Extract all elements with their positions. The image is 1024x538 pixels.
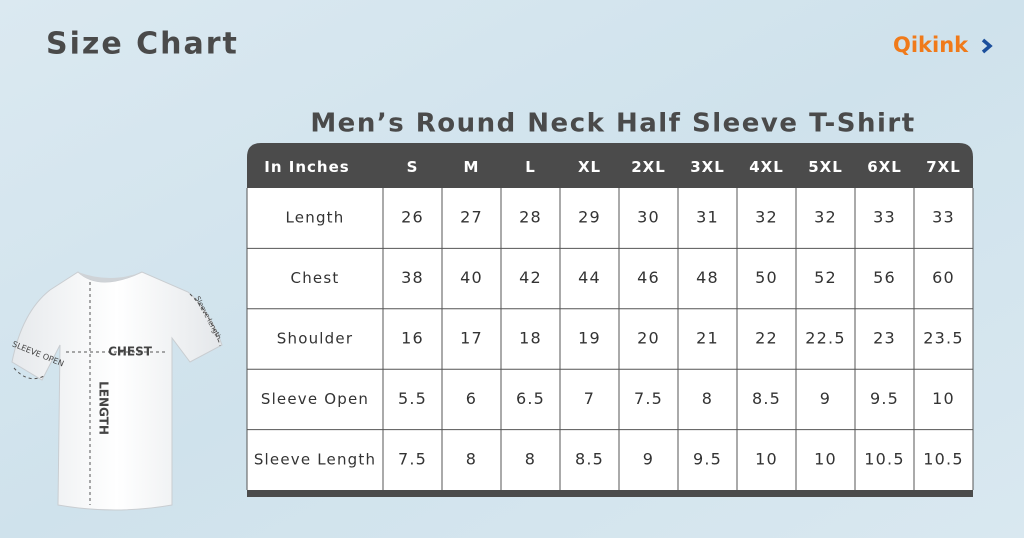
cell-value: 48 — [696, 268, 719, 287]
cell-value: 42 — [519, 268, 542, 287]
row-label: Chest — [291, 269, 340, 287]
page-title: Size Chart — [46, 27, 239, 62]
cell-value: 17 — [460, 329, 483, 348]
column-header: 4XL — [749, 158, 784, 176]
tshirt-diagram: CHEST LENGTH SLEEVE OPEN Sleeve length — [11, 271, 223, 511]
cell-value: 56 — [873, 268, 896, 287]
chest-label: CHEST — [108, 345, 153, 359]
column-header: 3XL — [690, 158, 725, 176]
logo-text: Qikink — [893, 33, 969, 57]
logo: Qikink — [893, 33, 993, 57]
column-header: 7XL — [926, 158, 961, 176]
cell-value: 9.5 — [870, 389, 899, 408]
cell-value: 28 — [519, 208, 542, 227]
cell-value: 21 — [696, 329, 719, 348]
row-label: Length — [286, 209, 345, 227]
cell-value: 10 — [755, 449, 778, 468]
row-label: Shoulder — [277, 330, 353, 348]
cell-value: 19 — [578, 329, 601, 348]
column-header: M — [464, 158, 480, 176]
cell-value: 33 — [932, 208, 955, 227]
cell-value: 8.5 — [575, 449, 604, 468]
table-title: Men’s Round Neck Half Sleeve T-Shirt — [310, 109, 915, 139]
cell-value: 20 — [637, 329, 660, 348]
column-header: 2XL — [631, 158, 666, 176]
cell-value: 10 — [814, 449, 837, 468]
column-header: XL — [578, 158, 601, 176]
cell-value: 6 — [466, 389, 477, 408]
cell-value: 9.5 — [693, 449, 722, 468]
column-header: L — [525, 158, 536, 176]
cell-value: 26 — [401, 208, 424, 227]
cell-value: 31 — [696, 208, 719, 227]
size-table: In Inches S M L XL 2XL 3XL 4XL 5XL 6XL 7XL Length 26… — [246, 143, 974, 497]
cell-value: 22 — [755, 329, 778, 348]
cell-value: 8 — [525, 449, 536, 468]
sleeve-length-line — [189, 293, 221, 347]
cell-value: 7.5 — [398, 449, 427, 468]
cell-value: 9 — [820, 389, 831, 408]
cell-value: 10.5 — [923, 449, 963, 468]
cell-value: 10.5 — [864, 449, 904, 468]
cell-value: 33 — [873, 208, 896, 227]
cell-value: 38 — [401, 268, 424, 287]
cell-value: 8 — [702, 389, 713, 408]
cell-value: 23 — [873, 329, 896, 348]
column-header: 6XL — [867, 158, 902, 176]
cell-value: 16 — [401, 329, 424, 348]
cell-value: 52 — [814, 268, 837, 287]
cell-value: 5.5 — [398, 389, 427, 408]
cell-value: 60 — [932, 268, 955, 287]
row-label: Sleeve Open — [261, 390, 369, 408]
cell-value: 22.5 — [805, 329, 845, 348]
cell-value: 32 — [755, 208, 778, 227]
cell-value: 44 — [578, 268, 601, 287]
table-header — [247, 143, 973, 188]
logo-chevron — [981, 38, 993, 54]
cell-value: 29 — [578, 208, 601, 227]
cell-value: 50 — [755, 268, 778, 287]
column-header: 5XL — [808, 158, 843, 176]
row-label: Sleeve Length — [254, 450, 376, 468]
cell-value: 8.5 — [752, 389, 781, 408]
cell-value: 7 — [584, 389, 595, 408]
cell-value: 40 — [460, 268, 483, 287]
cell-value: 10 — [932, 389, 955, 408]
column-header: S — [407, 158, 419, 176]
length-label: LENGTH — [97, 381, 111, 435]
table-footer — [247, 490, 973, 497]
cell-value: 27 — [460, 208, 483, 227]
cell-value: 7.5 — [634, 389, 663, 408]
column-header: In Inches — [264, 158, 349, 176]
cell-value: 32 — [814, 208, 837, 227]
cell-value: 8 — [466, 449, 477, 468]
cell-value: 46 — [637, 268, 660, 287]
collar — [78, 272, 142, 282]
cell-value: 30 — [637, 208, 660, 227]
table-body — [247, 188, 973, 490]
cell-value: 23.5 — [923, 329, 963, 348]
cell-value: 9 — [643, 449, 654, 468]
cell-value: 6.5 — [516, 389, 545, 408]
sleeve-open-line — [13, 367, 45, 380]
cell-value: 18 — [519, 329, 542, 348]
